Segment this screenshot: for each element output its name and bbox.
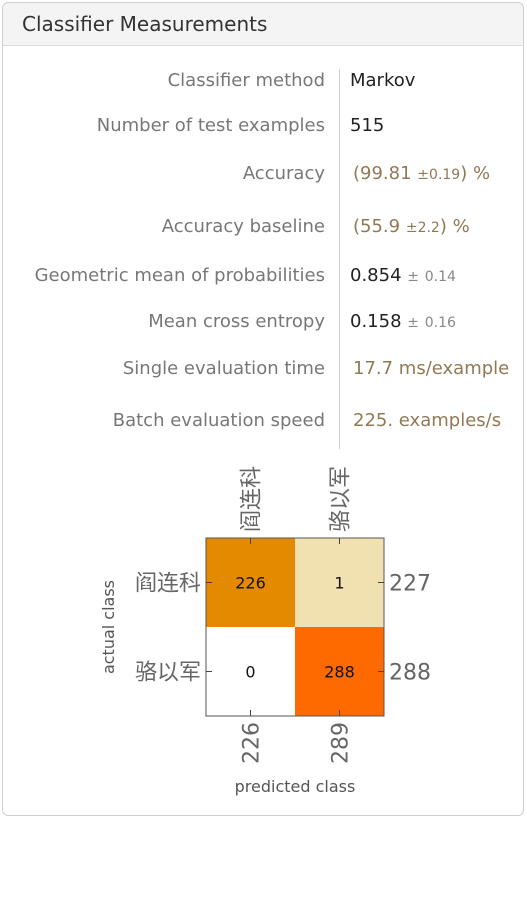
metric-label: Geometric mean of probabilities (34, 265, 325, 286)
value-error: 0.19 (429, 167, 461, 183)
value-number: 0.158 (350, 311, 402, 332)
metric-value: 0.158 ± 0.16 (350, 311, 456, 332)
metric-value: 17.7 ms/example (353, 358, 510, 379)
metric-label: Accuracy (242, 163, 325, 184)
metric-value: Markov (350, 70, 416, 91)
value-number: 99.81 (360, 163, 412, 184)
matrix-cell (206, 627, 295, 716)
metric-value: 225. examples/s (353, 410, 502, 431)
metric-row-classifier-method: Classifier method Markov (3, 66, 525, 96)
row-class-label: 阎连科 (135, 572, 201, 597)
value-number: 0.854 (350, 265, 402, 286)
value-error: 2.2 (417, 220, 440, 236)
metric-row-mean-cross-entropy: Mean cross entropy 0.158 ± 0.16 (3, 307, 525, 337)
y-axis-label: actual class (99, 580, 118, 674)
matrix-cell (295, 538, 384, 627)
value-unit: % (452, 216, 470, 237)
matrix-cell (295, 627, 384, 716)
row-total-label: 288 (389, 661, 431, 686)
row-class-label: 骆以军 (135, 661, 201, 686)
column-divider (339, 69, 340, 449)
metric-row-batch-evaluation-speed: Batch evaluation speed 225. examples/s (3, 406, 525, 436)
matrix-cell-value: 226 (235, 574, 266, 593)
metric-label: Mean cross entropy (148, 311, 325, 332)
value-unit: % (472, 163, 491, 184)
column-class-label: 阎连科 (240, 466, 265, 532)
metric-row-accuracy-baseline: Accuracy baseline (55.9 ±2.2) % (3, 212, 525, 242)
metric-row-accuracy: Accuracy (99.81 ±0.19) % (3, 159, 525, 189)
value-number: 55.9 (360, 216, 401, 237)
panel-header: Classifier Measurements (3, 3, 523, 46)
column-total-label: 289 (329, 722, 354, 764)
metric-value: 0.854 ± 0.14 (350, 265, 456, 286)
paren-close: ) (439, 216, 447, 237)
metric-label: Classifier method (167, 70, 325, 91)
value-error: 0.16 (424, 315, 456, 331)
plus-minus-sign: ± (407, 269, 419, 285)
matrix-cell (206, 538, 295, 627)
metric-row-single-evaluation-time: Single evaluation time 17.7 ms/example (3, 354, 525, 384)
classifier-measurements-panel: Classifier Measurements Classifier metho… (2, 2, 524, 816)
metric-value: 515 (350, 115, 385, 136)
metric-label: Number of test examples (96, 115, 325, 136)
matrix-border (205, 537, 385, 717)
paren-open: ( (353, 163, 361, 184)
metric-row-number-of-test-examples: Number of test examples 515 (3, 111, 525, 141)
paren-close: ) (460, 163, 468, 184)
paren-open: ( (353, 216, 361, 237)
metric-value: (99.81 ±0.19) % (353, 163, 490, 184)
matrix-cell-value: 1 (334, 574, 344, 593)
metric-value: (55.9 ±2.2) % (353, 216, 470, 237)
column-total-label: 226 (240, 722, 265, 764)
panel-title: Classifier Measurements (22, 12, 268, 36)
metric-label: Accuracy baseline (161, 216, 325, 237)
row-total-label: 227 (389, 572, 431, 597)
plus-minus-sign: ± (417, 167, 430, 183)
value-error: 0.14 (424, 269, 456, 285)
plus-minus-sign: ± (407, 315, 419, 331)
plus-minus-sign: ± (405, 220, 418, 236)
metric-label: Batch evaluation speed (112, 410, 325, 431)
metric-label: Single evaluation time (122, 358, 325, 379)
matrix-cell-value: 0 (245, 663, 255, 682)
x-axis-label: predicted class (235, 777, 356, 796)
column-class-label: 骆以军 (329, 466, 354, 532)
metric-row-geometric-mean: Geometric mean of probabilities 0.854 ± … (3, 261, 525, 291)
matrix-cell-value: 288 (324, 663, 355, 682)
